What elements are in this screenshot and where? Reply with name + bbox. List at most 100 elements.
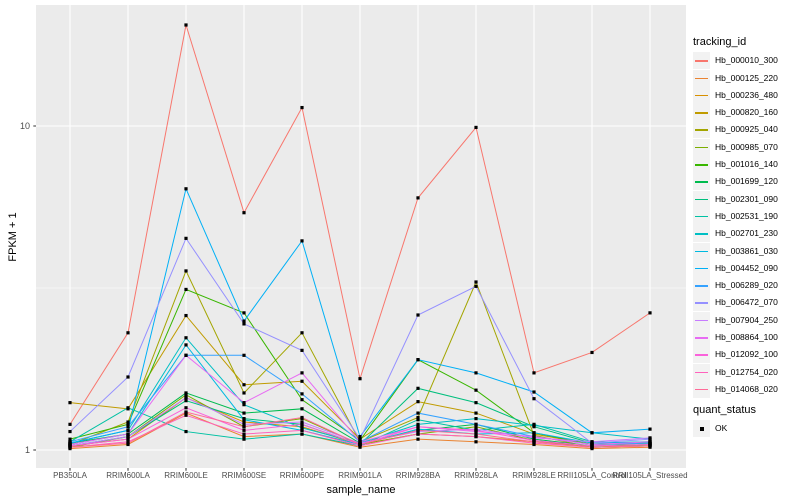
legend-line-swatch (695, 94, 708, 97)
data-point (416, 358, 420, 362)
data-point (300, 331, 304, 335)
x-tick-label-RRIM600SE: RRIM600SE (221, 471, 267, 480)
data-point (648, 311, 652, 315)
data-point (474, 388, 478, 392)
legend-item-Hb_001699_120: Hb_001699_120 (693, 173, 778, 191)
panel-background (36, 5, 686, 468)
legend-item-Hb_012092_100: Hb_012092_100 (693, 346, 778, 364)
legend-key (693, 311, 710, 329)
data-point (416, 418, 420, 422)
data-point (242, 422, 246, 426)
legend-item-label: Hb_002531_190 (715, 210, 778, 221)
data-point (416, 400, 420, 404)
data-point (126, 428, 130, 432)
legend-title-quant-status: quant_status (693, 404, 756, 416)
data-point (184, 353, 188, 357)
legend-key (693, 380, 710, 398)
legend-line-swatch (695, 60, 708, 62)
legend-item-Hb_000925_040: Hb_000925_040 (693, 121, 778, 139)
legend-line-swatch (695, 319, 708, 322)
data-point (300, 426, 304, 430)
data-point (648, 444, 652, 448)
data-point (358, 377, 362, 381)
legend-key (693, 225, 710, 243)
data-point (126, 425, 130, 429)
data-point (242, 428, 246, 432)
data-point (532, 390, 536, 394)
data-point (474, 425, 478, 429)
x-tick-label-RRIM901LA: RRIM901LA (338, 471, 382, 480)
data-point (590, 350, 594, 355)
legend-line-swatch (695, 250, 708, 253)
legend-line-swatch (695, 354, 708, 356)
x-axis-title: sample_name (326, 484, 396, 496)
legend-key (693, 138, 710, 156)
data-point (242, 391, 246, 395)
data-point (532, 423, 536, 428)
data-point (300, 415, 304, 420)
x-tick-label-RRIM600LE: RRIM600LE (164, 471, 208, 480)
legend-item-Hb_000985_070: Hb_000985_070 (693, 138, 778, 157)
data-point (590, 431, 594, 435)
data-point (648, 427, 652, 431)
data-point (126, 432, 130, 436)
data-point (300, 105, 304, 110)
legend-item-Hb_000125_220: Hb_000125_220 (693, 69, 778, 87)
data-point (184, 343, 188, 347)
data-point (68, 445, 72, 449)
data-point (300, 348, 304, 352)
legend-item-Hb_002531_190: Hb_002531_190 (693, 207, 778, 226)
legend-item-label: Hb_003861_030 (715, 245, 778, 256)
legend-key (693, 52, 710, 70)
data-point (242, 383, 246, 387)
data-point (242, 418, 246, 422)
data-point (242, 437, 246, 441)
data-point (184, 287, 188, 292)
data-point (184, 406, 188, 410)
legend-key (693, 294, 710, 312)
legend-key (693, 420, 710, 438)
data-point (242, 401, 246, 405)
legend-item-label: Hb_000236_480 (715, 89, 778, 100)
data-point (242, 432, 246, 436)
data-point (590, 445, 594, 449)
data-point (474, 417, 478, 421)
legend-key (693, 329, 710, 347)
legend-item-label: Hb_006472_070 (715, 297, 778, 308)
legend-line-swatch (695, 233, 708, 235)
legend-key (693, 277, 710, 295)
data-point (416, 313, 420, 317)
legend-line-swatch (695, 198, 708, 201)
data-point (300, 239, 304, 243)
data-point (126, 331, 130, 335)
x-tick-label-RRIM928LA: RRIM928LA (454, 471, 498, 480)
data-point (242, 420, 246, 424)
legend-line-swatch (695, 112, 708, 114)
data-point (242, 311, 246, 315)
legend-key (693, 69, 710, 87)
data-point (300, 420, 304, 424)
data-point (184, 413, 188, 417)
data-point (126, 434, 130, 439)
data-point (416, 386, 420, 390)
data-point (416, 425, 420, 429)
legend-key (693, 346, 710, 364)
legend-line-swatch (695, 215, 708, 218)
data-point (474, 434, 478, 439)
legend-key (693, 156, 710, 174)
legend-item-label: Hb_014068_020 (715, 383, 778, 394)
legend-item-label: OK (715, 423, 728, 434)
legend-item-Hb_008864_100: Hb_008864_100 (693, 329, 778, 347)
legend-item-label: Hb_006289_020 (715, 280, 778, 291)
legend-item-quant-OK: OK (693, 420, 727, 438)
data-point (416, 415, 420, 420)
data-point (126, 406, 130, 410)
data-point (184, 336, 188, 340)
legend-key (693, 242, 710, 260)
x-tick-label-RRIM600LA: RRIM600LA (106, 471, 150, 480)
data-point (532, 371, 536, 375)
legend-item-label: Hb_004452_090 (715, 262, 778, 273)
x-tick-label-PB350LA: PB350LA (53, 471, 87, 480)
